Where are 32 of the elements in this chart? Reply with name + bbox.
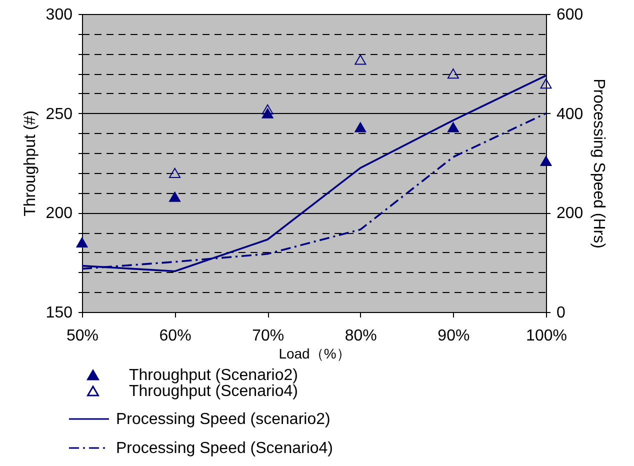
y2-tick-label: 0 (556, 304, 566, 322)
x-tick-label: 100% (526, 328, 567, 344)
x-tick-label: 50% (66, 328, 99, 344)
y-tick-label: 300 (46, 6, 73, 24)
line-series (81, 74, 547, 272)
y-tick-label: 250 (46, 106, 73, 123)
legend-label: Throughput (Scenario4) (129, 383, 298, 400)
point (169, 192, 181, 202)
y2-axis-title: Processing Speed (Hrs) (590, 78, 608, 248)
x-tick-label: 90% (438, 328, 470, 344)
point (354, 54, 366, 65)
y2-tick-label: 600 (556, 6, 584, 24)
point (354, 122, 366, 132)
point (76, 237, 88, 248)
y2-tick-label: 200 (556, 205, 584, 222)
x-tick-label: 70% (252, 328, 284, 344)
legend-label: Processing Speed (Scenario4) (116, 440, 334, 457)
legend-label: Throughput (Scenario2) (129, 367, 298, 384)
x-tick-label: 80% (344, 328, 377, 344)
point (447, 122, 459, 132)
point (169, 168, 181, 178)
x-axis-title: Load（%） (278, 346, 350, 362)
point (540, 78, 552, 89)
y-tick-label: 200 (46, 205, 73, 222)
y2-tick-label: 400 (556, 106, 584, 123)
point (262, 104, 274, 114)
y-tick-label: 150 (46, 304, 73, 322)
y-axis-title: Throughput (#) (22, 110, 39, 216)
x-tick-label: 60% (159, 328, 192, 344)
legend-label: Processing Speed (scenario2) (116, 411, 330, 428)
point (447, 68, 459, 79)
point (540, 156, 552, 166)
